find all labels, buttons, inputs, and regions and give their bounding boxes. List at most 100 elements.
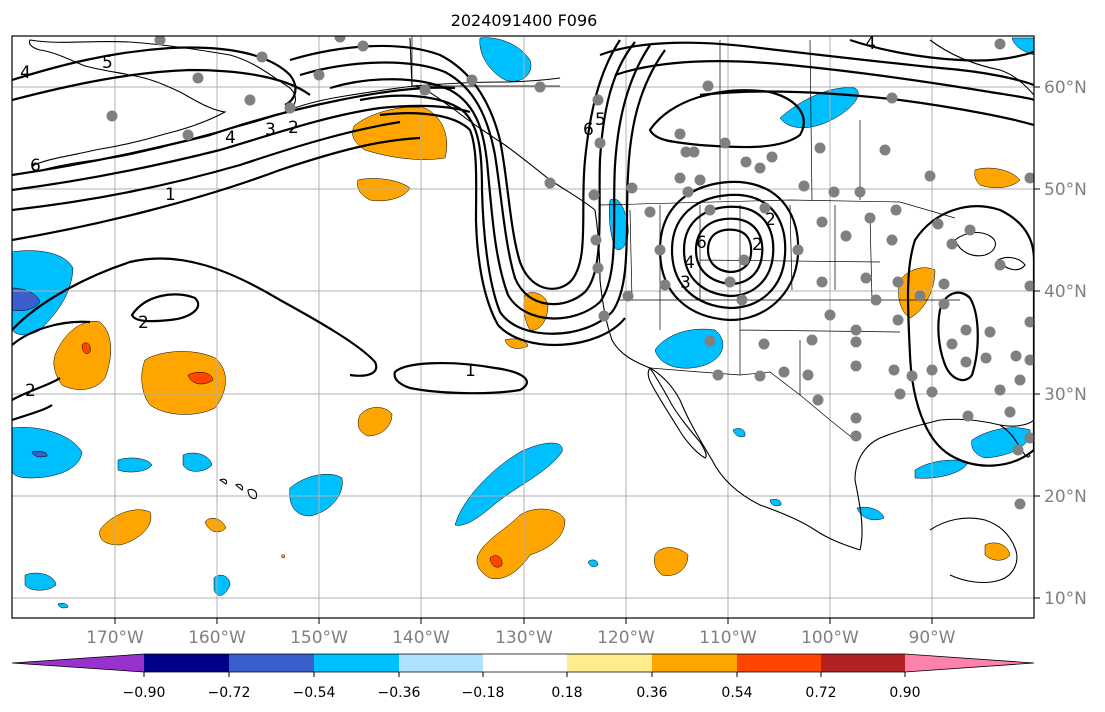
contour-label: 5 [595, 110, 606, 130]
station-marker [1004, 406, 1016, 418]
colorbar-segment [821, 654, 905, 672]
contour-line [849, 38, 1034, 62]
ridge-trough-contour [614, 60, 1034, 102]
negative-area [12, 287, 41, 311]
station-marker [622, 290, 634, 302]
ridge-trough-contour [299, 41, 636, 306]
station-marker [740, 156, 752, 168]
station-marker [1024, 172, 1034, 184]
positive-area [357, 407, 393, 437]
negative-area [479, 37, 532, 82]
station-marker [1024, 432, 1034, 444]
yucatan-coast [929, 517, 1018, 584]
ridge-trough-contour [379, 112, 626, 347]
contour-label: 2 [138, 313, 149, 333]
station-marker [850, 412, 862, 424]
lat-label: 20°N [1044, 487, 1087, 507]
colorbar-segment [483, 654, 567, 672]
contour-label: 4 [20, 63, 31, 83]
colorbar-extend-high [905, 654, 1034, 672]
station-marker [736, 294, 748, 306]
station-marker [870, 294, 882, 306]
station-marker [879, 144, 891, 156]
contour-label: 5 [102, 53, 113, 73]
lon-label: 140°W [392, 628, 450, 648]
station-marker [994, 384, 1006, 396]
us-west-coast [594, 209, 861, 551]
station-marker [704, 335, 716, 347]
station-marker [682, 186, 694, 198]
station-marker [534, 81, 546, 93]
station-marker [694, 174, 706, 186]
station-marker [938, 278, 950, 290]
station-marker [806, 334, 818, 346]
station-marker [886, 92, 898, 104]
station-marker [850, 430, 862, 442]
negative-area [454, 442, 563, 526]
negative-area [31, 450, 48, 458]
station-marker [738, 254, 750, 266]
station-marker [812, 394, 824, 406]
hudson-bay-coast [929, 39, 1034, 96]
positive-area [984, 542, 1011, 561]
negative-area [769, 498, 782, 507]
station-marker [778, 366, 790, 378]
station-marker [357, 40, 369, 52]
negative-area [182, 452, 213, 472]
negative-area [57, 602, 69, 609]
station-marker [704, 204, 716, 216]
lat-label: 10°N [1044, 589, 1087, 609]
positive-area [53, 321, 111, 390]
negative-area [24, 572, 57, 591]
contour-line [12, 377, 61, 401]
station-marker [758, 338, 770, 350]
positive-area [281, 554, 286, 559]
station-marker [960, 324, 972, 336]
map-area: 4 5 6 1 2 2 1 4 3 2 6 5 2 6 4 3 2 4 [12, 34, 1034, 618]
station-marker [106, 110, 118, 122]
positive-area [654, 547, 689, 576]
colorbar-label: −0.18 [462, 685, 505, 701]
contour-label: 3 [680, 273, 691, 293]
station-marker [154, 36, 166, 46]
station-marker [960, 356, 972, 368]
station-marker [759, 202, 771, 214]
station-marker [932, 218, 944, 230]
station-marker [766, 151, 778, 163]
negative-area [732, 428, 746, 437]
contour-label: 4 [865, 34, 876, 54]
station-marker [962, 410, 974, 422]
station-marker [680, 146, 692, 158]
station-marker [1014, 374, 1026, 386]
station-marker [654, 244, 666, 256]
station-marker [590, 234, 602, 246]
station-marker [244, 94, 256, 106]
positive-area [357, 178, 411, 202]
station-marker [792, 244, 804, 256]
station-marker [724, 276, 736, 288]
negative-area [289, 473, 343, 517]
station-marker [1012, 444, 1024, 456]
colorbar-segment [229, 654, 314, 672]
station-marker [984, 326, 996, 338]
station-marker [674, 172, 686, 184]
station-marker [926, 386, 938, 398]
positive-area [352, 106, 448, 160]
station-marker [1024, 316, 1034, 328]
contour-label: 6 [696, 233, 707, 253]
station-marker [890, 204, 902, 216]
lon-label: 90°W [909, 628, 956, 648]
station-marker [798, 180, 810, 192]
contour-line [12, 86, 456, 177]
lat-label: 50°N [1044, 180, 1087, 200]
colorbar-segment [399, 654, 483, 672]
lat-label: 60°N [1044, 78, 1087, 98]
station-marker [840, 230, 852, 242]
positive-area [504, 338, 529, 349]
lon-label: 170°W [86, 628, 144, 648]
station-marker [1024, 354, 1034, 366]
station-marker [256, 51, 268, 63]
closed-contour [130, 293, 200, 323]
positive-area [204, 517, 227, 533]
anomaly-shading [12, 37, 1034, 609]
